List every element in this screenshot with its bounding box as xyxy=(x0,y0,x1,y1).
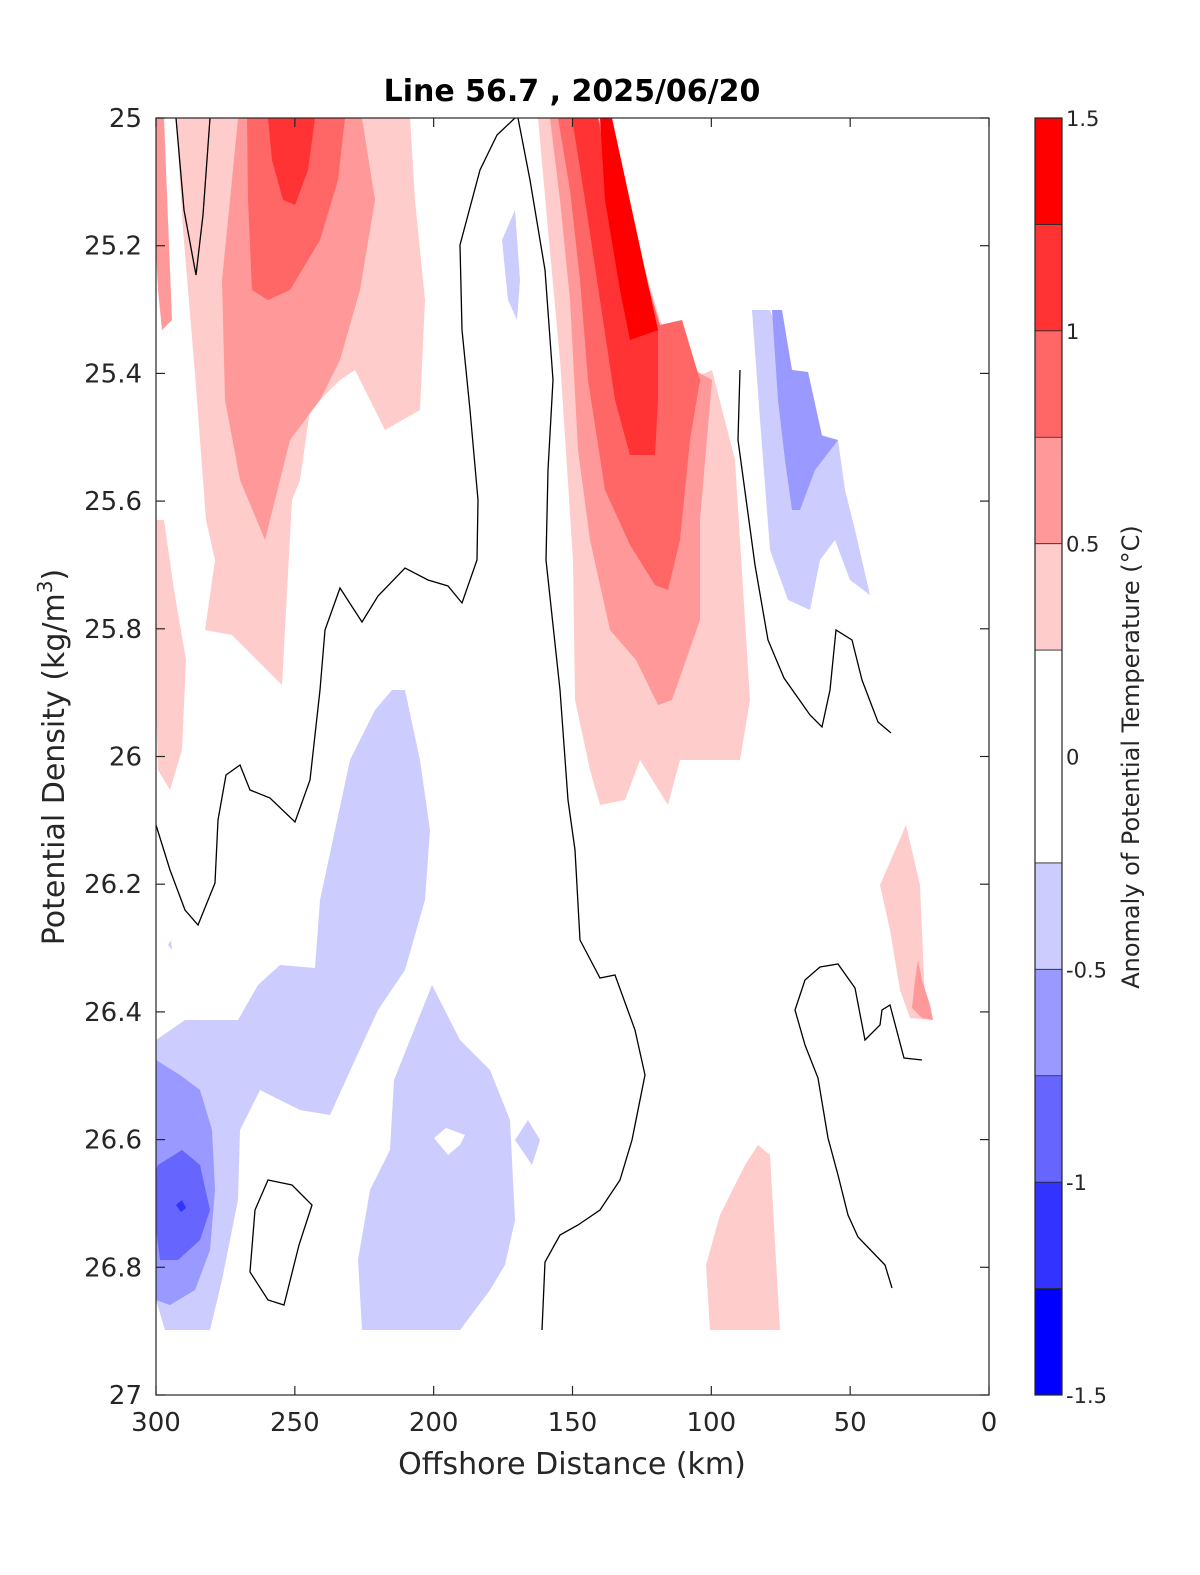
cool-anomaly-region xyxy=(156,690,430,1330)
warm-anomaly-region xyxy=(268,118,315,205)
cool-anomaly-region xyxy=(772,310,838,510)
colorbar: 1.5 1 0.5 0 -0.5 -1 -1.5 xyxy=(1034,107,1107,1408)
colorbar-tick-label: 0 xyxy=(1066,746,1079,770)
y-tick-label: 26.4 xyxy=(84,998,142,1028)
colorbar-swatch xyxy=(1035,330,1062,438)
y-tick-label: 25 xyxy=(109,104,142,134)
chart-title: Line 56.7 , 2025/06/20 xyxy=(384,74,761,109)
x-axis: 300 250 200 150 100 50 0 xyxy=(131,118,997,1438)
zero-contour-line xyxy=(156,118,646,1331)
warm-anomaly-region xyxy=(156,118,172,330)
colorbar-swatch xyxy=(1035,224,1062,331)
y-axis: 25 25.2 25.4 25.6 25.8 26 26.2 26.4 26.6 26.8 27 xyxy=(84,104,989,1411)
y-tick-label: 27 xyxy=(109,1381,142,1411)
colorbar-swatch xyxy=(1035,437,1062,544)
y-tick-label: 25.6 xyxy=(84,487,142,517)
x-tick-label: 250 xyxy=(270,1408,320,1438)
y-axis-label-superscript: 3 xyxy=(33,580,57,593)
colorbar-tick-label: 0.5 xyxy=(1066,533,1099,557)
x-tick-label: 150 xyxy=(548,1408,598,1438)
x-tick-label: 200 xyxy=(409,1408,459,1438)
warm-anomaly-region xyxy=(706,1145,780,1330)
zero-contour-lines xyxy=(156,118,923,1331)
warm-anomaly-region xyxy=(912,960,933,1020)
contour-fills xyxy=(156,118,933,1330)
colorbar-swatch xyxy=(1035,862,1062,970)
x-tick-label: 300 xyxy=(131,1408,181,1438)
y-tick-label: 26 xyxy=(109,743,142,773)
colorbar-swatch xyxy=(1035,1182,1062,1289)
y-tick-label: 26.6 xyxy=(84,1126,142,1156)
cool-anomaly-region xyxy=(176,1200,186,1212)
colorbar-label: Anomaly of Potential Temperature (°C) xyxy=(1117,525,1145,989)
zero-contour-line xyxy=(737,369,892,734)
x-tick-label: 50 xyxy=(834,1408,867,1438)
colorbar-swatch xyxy=(1035,1288,1062,1395)
colorbar-frame xyxy=(1034,117,1063,1396)
zero-contour-line xyxy=(794,963,923,1289)
colorbar-swatch xyxy=(1035,1075,1062,1183)
colorbar-swatch xyxy=(1035,650,1062,863)
cool-anomaly-region xyxy=(515,1120,540,1165)
colorbar-tick-label: -1 xyxy=(1066,1171,1087,1195)
cool-anomaly-region xyxy=(502,210,520,320)
y-axis-label: Potential Density (kg/m3) xyxy=(33,569,72,945)
y-axis-label-base: Potential Density (kg/m xyxy=(37,593,72,945)
y-tick-label: 25.4 xyxy=(84,359,142,389)
x-tick-label: 100 xyxy=(687,1408,737,1438)
cool-anomaly-region xyxy=(168,940,172,950)
cool-anomaly-region xyxy=(434,1128,465,1155)
colorbar-tick-label: -1.5 xyxy=(1066,1384,1107,1408)
colorbar-swatch xyxy=(1035,543,1062,651)
zero-contour-line xyxy=(175,118,211,276)
warm-anomaly-region xyxy=(600,118,658,340)
y-tick-label: 26.8 xyxy=(84,1253,142,1283)
y-tick-label: 25.2 xyxy=(84,232,142,262)
x-tick-label: 0 xyxy=(981,1408,998,1438)
colorbar-swatch xyxy=(1035,118,1062,225)
colorbar-tick-label: 1 xyxy=(1066,320,1079,344)
warm-anomaly-region xyxy=(156,520,186,790)
warm-anomaly-region xyxy=(247,118,345,300)
y-tick-label: 26.2 xyxy=(84,870,142,900)
zero-contour-line xyxy=(249,1179,313,1306)
y-tick-label: 25.8 xyxy=(84,615,142,645)
warm-anomaly-region xyxy=(572,118,658,455)
x-axis-label: Offshore Distance (km) xyxy=(398,1447,746,1482)
colorbar-tick-label: 1.5 xyxy=(1066,107,1099,131)
y-axis-label-close: ) xyxy=(37,569,72,581)
colorbar-swatch xyxy=(1035,969,1062,1076)
colorbar-tick-label: -0.5 xyxy=(1066,958,1107,982)
cool-anomaly-region xyxy=(358,985,515,1330)
